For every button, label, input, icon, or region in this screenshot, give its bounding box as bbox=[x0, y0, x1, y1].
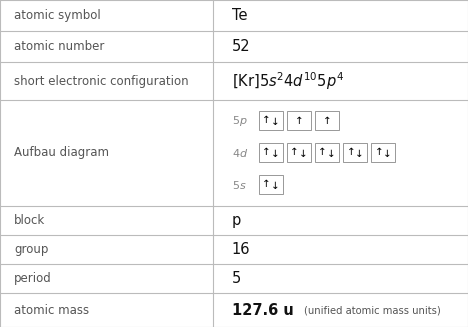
Bar bbox=[259, 112, 283, 130]
Text: ↓: ↓ bbox=[327, 149, 336, 159]
Text: ↑: ↑ bbox=[346, 147, 355, 157]
Text: ↑: ↑ bbox=[290, 147, 299, 157]
Text: block: block bbox=[14, 214, 45, 227]
Text: atomic symbol: atomic symbol bbox=[14, 9, 101, 22]
Text: 127.6 u: 127.6 u bbox=[232, 303, 293, 318]
Bar bbox=[259, 143, 283, 162]
Text: 5: 5 bbox=[232, 271, 241, 286]
Text: Aufbau diagram: Aufbau diagram bbox=[14, 146, 109, 159]
Bar bbox=[287, 143, 311, 162]
Text: ↓: ↓ bbox=[271, 181, 280, 191]
Text: 16: 16 bbox=[232, 242, 250, 257]
Text: ↓: ↓ bbox=[271, 117, 280, 127]
Text: $5s$: $5s$ bbox=[232, 179, 246, 191]
Bar bbox=[259, 175, 283, 194]
Text: ↑: ↑ bbox=[374, 147, 383, 157]
Text: period: period bbox=[14, 272, 52, 285]
Text: $4d$: $4d$ bbox=[232, 147, 248, 159]
Text: ↓: ↓ bbox=[383, 149, 392, 159]
Text: $5p$: $5p$ bbox=[232, 114, 247, 128]
Text: Te: Te bbox=[232, 8, 247, 23]
Text: ↓: ↓ bbox=[299, 149, 308, 159]
Text: atomic mass: atomic mass bbox=[14, 304, 89, 317]
Text: ↑: ↑ bbox=[262, 179, 271, 189]
Text: ↑: ↑ bbox=[318, 147, 327, 157]
Bar bbox=[315, 143, 339, 162]
Bar bbox=[287, 112, 311, 130]
Bar bbox=[371, 143, 395, 162]
Text: short electronic configuration: short electronic configuration bbox=[14, 75, 189, 88]
Text: group: group bbox=[14, 243, 48, 256]
Bar bbox=[343, 143, 367, 162]
Text: ↑: ↑ bbox=[262, 147, 271, 157]
Text: ↓: ↓ bbox=[355, 149, 364, 159]
Text: (unified atomic mass units): (unified atomic mass units) bbox=[304, 305, 441, 315]
Text: ↑: ↑ bbox=[323, 116, 331, 126]
Text: $\mathrm{[Kr]5}s^{\mathrm{2}}\mathrm{4}d^{\mathrm{10}}\mathrm{5}p^{\mathrm{4}}$: $\mathrm{[Kr]5}s^{\mathrm{2}}\mathrm{4}d… bbox=[232, 70, 344, 92]
Text: ↓: ↓ bbox=[271, 149, 280, 159]
Text: 52: 52 bbox=[232, 39, 250, 54]
Bar bbox=[315, 112, 339, 130]
Text: atomic number: atomic number bbox=[14, 40, 104, 53]
Text: ↑: ↑ bbox=[262, 115, 271, 125]
Text: p: p bbox=[232, 213, 241, 228]
Text: ↑: ↑ bbox=[295, 116, 303, 126]
